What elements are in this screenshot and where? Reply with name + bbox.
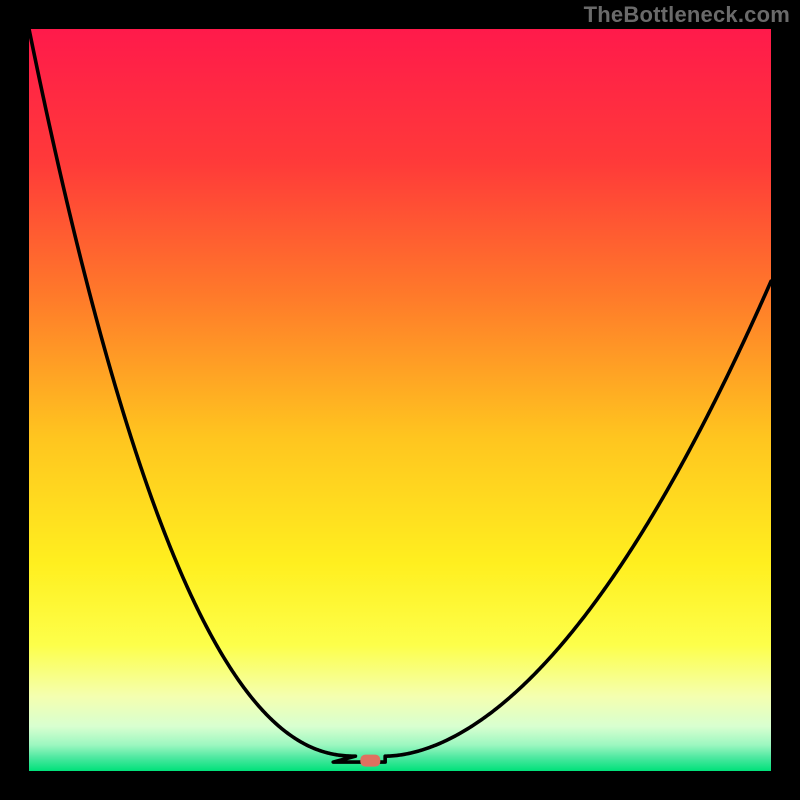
bottleneck-chart <box>0 0 800 800</box>
watermark-text: TheBottleneck.com <box>584 2 790 28</box>
chart-stage: TheBottleneck.com <box>0 0 800 800</box>
optimal-point-marker <box>360 755 380 767</box>
